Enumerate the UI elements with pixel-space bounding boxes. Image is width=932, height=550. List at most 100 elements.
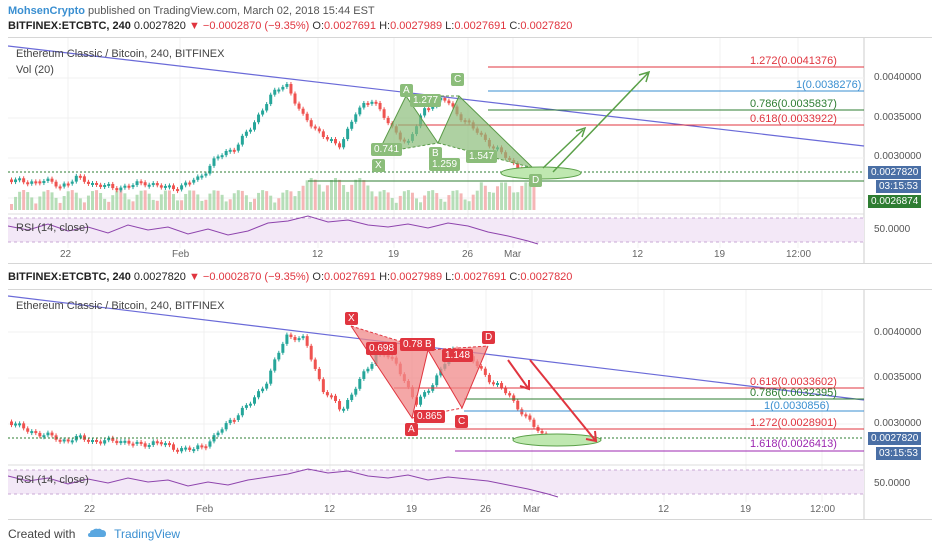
candle <box>184 447 188 450</box>
volume-bar <box>491 192 495 210</box>
rsi-band-1 <box>8 218 864 242</box>
candle <box>78 435 82 438</box>
candle <box>172 444 175 450</box>
candle <box>74 175 78 182</box>
price-tag-1-0: 0.0027820 <box>868 166 922 179</box>
candle <box>143 443 147 447</box>
volume-bar <box>487 191 491 210</box>
candle <box>289 83 293 94</box>
volume-bar <box>103 198 107 210</box>
candle <box>34 181 38 184</box>
volume-bar <box>261 190 265 210</box>
candle <box>163 443 167 446</box>
volume-bar <box>204 199 208 210</box>
volume-bar <box>18 191 22 210</box>
volume-bar <box>115 190 119 210</box>
candle <box>18 423 22 426</box>
candle <box>58 439 62 442</box>
volume-bar <box>317 184 321 210</box>
pattern-point-1-c: C <box>451 73 465 86</box>
volume-bar <box>321 191 325 210</box>
tradingview-brand-link[interactable]: TradingView <box>114 527 181 541</box>
ratio-1-1: 0.741 <box>371 143 403 156</box>
pattern-point-2-x: X <box>345 312 358 325</box>
candle <box>159 185 163 188</box>
x-label-2-6: 12 <box>658 504 670 515</box>
volume-bar <box>176 200 180 210</box>
candle <box>115 188 119 191</box>
x-label-1-5: Mar <box>504 249 522 260</box>
candle <box>253 122 256 130</box>
volume-bar <box>38 196 42 210</box>
volume-bar <box>415 198 418 210</box>
author-link[interactable]: MohsenCrypto <box>8 5 85 17</box>
candle <box>62 183 66 187</box>
rsi-label-1: RSI (14, close) <box>16 222 89 234</box>
candle <box>232 149 236 152</box>
candle <box>451 103 455 107</box>
chart-panel-1[interactable]: Ethereum Classic / Bitcoin, 240, BITFINE… <box>8 37 932 264</box>
candle <box>285 83 289 87</box>
volume-bar <box>273 202 277 210</box>
candle <box>62 439 66 442</box>
candle <box>479 366 483 369</box>
ticker-last-2: 0.0027820 <box>133 271 186 283</box>
ticker-last: 0.0027820 <box>133 20 186 32</box>
volume-bar <box>66 191 70 210</box>
volume-bar <box>248 201 252 210</box>
volume-bar <box>212 190 216 210</box>
ticker-change: ▼ −0.0002870 (−9.35%) <box>188 20 310 32</box>
candle <box>366 102 370 105</box>
chart-2-canvas[interactable] <box>8 290 932 519</box>
chart-panel-2[interactable]: Ethereum Classic / Bitcoin, 240, BITFINE… <box>8 289 932 520</box>
fib-label-2-3: 1.272(0.0028901) <box>750 417 837 429</box>
chart-1-canvas[interactable] <box>8 38 932 263</box>
volume-bar <box>386 192 390 210</box>
candle <box>155 183 159 186</box>
volume-bar <box>277 198 281 210</box>
candle <box>99 441 103 444</box>
candle <box>540 430 544 434</box>
candle <box>107 437 111 441</box>
candle <box>66 183 70 186</box>
candle <box>14 179 18 183</box>
volume-bar <box>532 186 536 210</box>
candle <box>338 143 342 148</box>
volume-bar <box>463 199 467 210</box>
y-tick-1-0: 0.0040000 <box>874 72 922 83</box>
volume-bar <box>127 199 131 210</box>
volume-bar <box>512 192 516 210</box>
volume-bar <box>398 195 402 210</box>
volume-bar <box>26 192 30 210</box>
candle <box>188 447 192 450</box>
candle <box>50 178 54 182</box>
volume-bar <box>143 190 147 210</box>
ticker-c-label: C: <box>509 20 521 32</box>
candle <box>346 128 350 140</box>
volume-bar <box>394 202 398 210</box>
volume-bar <box>329 180 333 210</box>
candle <box>192 449 196 452</box>
fib-label-2-4: 1.618(0.0026413) <box>750 438 837 450</box>
candle <box>317 368 321 380</box>
volume-bar <box>455 190 459 210</box>
ticker-o-value: 0.0027691 <box>324 20 377 32</box>
candle <box>78 175 82 178</box>
candle <box>167 443 171 446</box>
candle <box>220 155 224 158</box>
ratio-1-3: 1.547 <box>466 150 498 163</box>
volume-bar <box>342 185 346 210</box>
x-label-2-8: 12:00 <box>810 504 836 515</box>
volume-bar <box>516 192 520 210</box>
rsi-band-2 <box>8 470 864 494</box>
volume-bar <box>467 201 471 210</box>
created-with-label: Created with <box>8 527 76 541</box>
volume-bar <box>86 195 90 210</box>
candle <box>46 178 50 181</box>
footer: Created with TradingView <box>8 526 180 542</box>
fib-label-2-0: 0.618(0.0033602) <box>750 376 837 388</box>
candle <box>309 120 313 127</box>
candle <box>285 334 289 344</box>
volume-bar <box>107 201 111 210</box>
volume-bar <box>167 190 171 210</box>
